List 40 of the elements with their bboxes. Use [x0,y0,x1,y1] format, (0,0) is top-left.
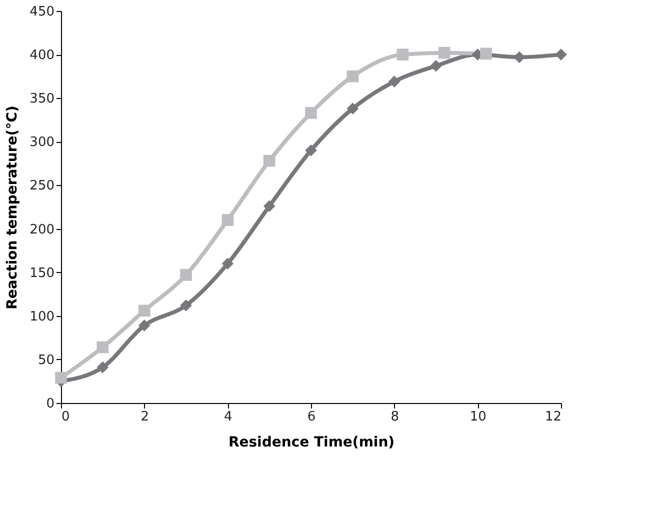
y-tick-label: 50 [38,352,54,368]
x-tick-label: 10 [470,410,486,424]
x-tick-label: 4 [224,410,232,424]
y-tick-label: 0 [46,396,54,412]
y-tick-label: 300 [30,135,54,150]
y-axis-title: Reaction temperature(°C) [4,106,21,310]
point [138,320,150,332]
x-tick-label: 12 [544,410,562,424]
x-axis-title: Residence Time(min) [228,434,395,450]
point [305,107,317,119]
y-tick-label: 250 [30,178,54,194]
point [55,372,67,384]
point [388,76,400,88]
point [180,300,192,312]
point [222,258,234,270]
point [263,200,276,212]
y-tick-label: 400 [30,48,54,64]
point [346,102,359,114]
y-tick-label: 200 [30,222,54,238]
point [96,341,109,354]
point [263,154,276,167]
y-tick-label: 150 [30,266,54,281]
point [138,304,150,317]
y-tick-label: 450 [30,4,54,20]
x-tick-label: 2 [140,410,149,424]
y-tick-label: 350 [30,92,54,107]
point [180,269,192,281]
point [396,48,409,60]
x-tick-label: 6 [307,410,316,424]
point [346,70,359,82]
point [555,48,567,60]
point [305,144,317,156]
point [430,60,442,72]
y-tick-label: 100 [30,309,54,324]
point [96,361,109,374]
point [480,48,492,60]
point [438,46,450,59]
point [222,214,234,226]
x-tick-label: 0 [62,410,70,424]
x-tick-label: 8 [390,410,399,424]
